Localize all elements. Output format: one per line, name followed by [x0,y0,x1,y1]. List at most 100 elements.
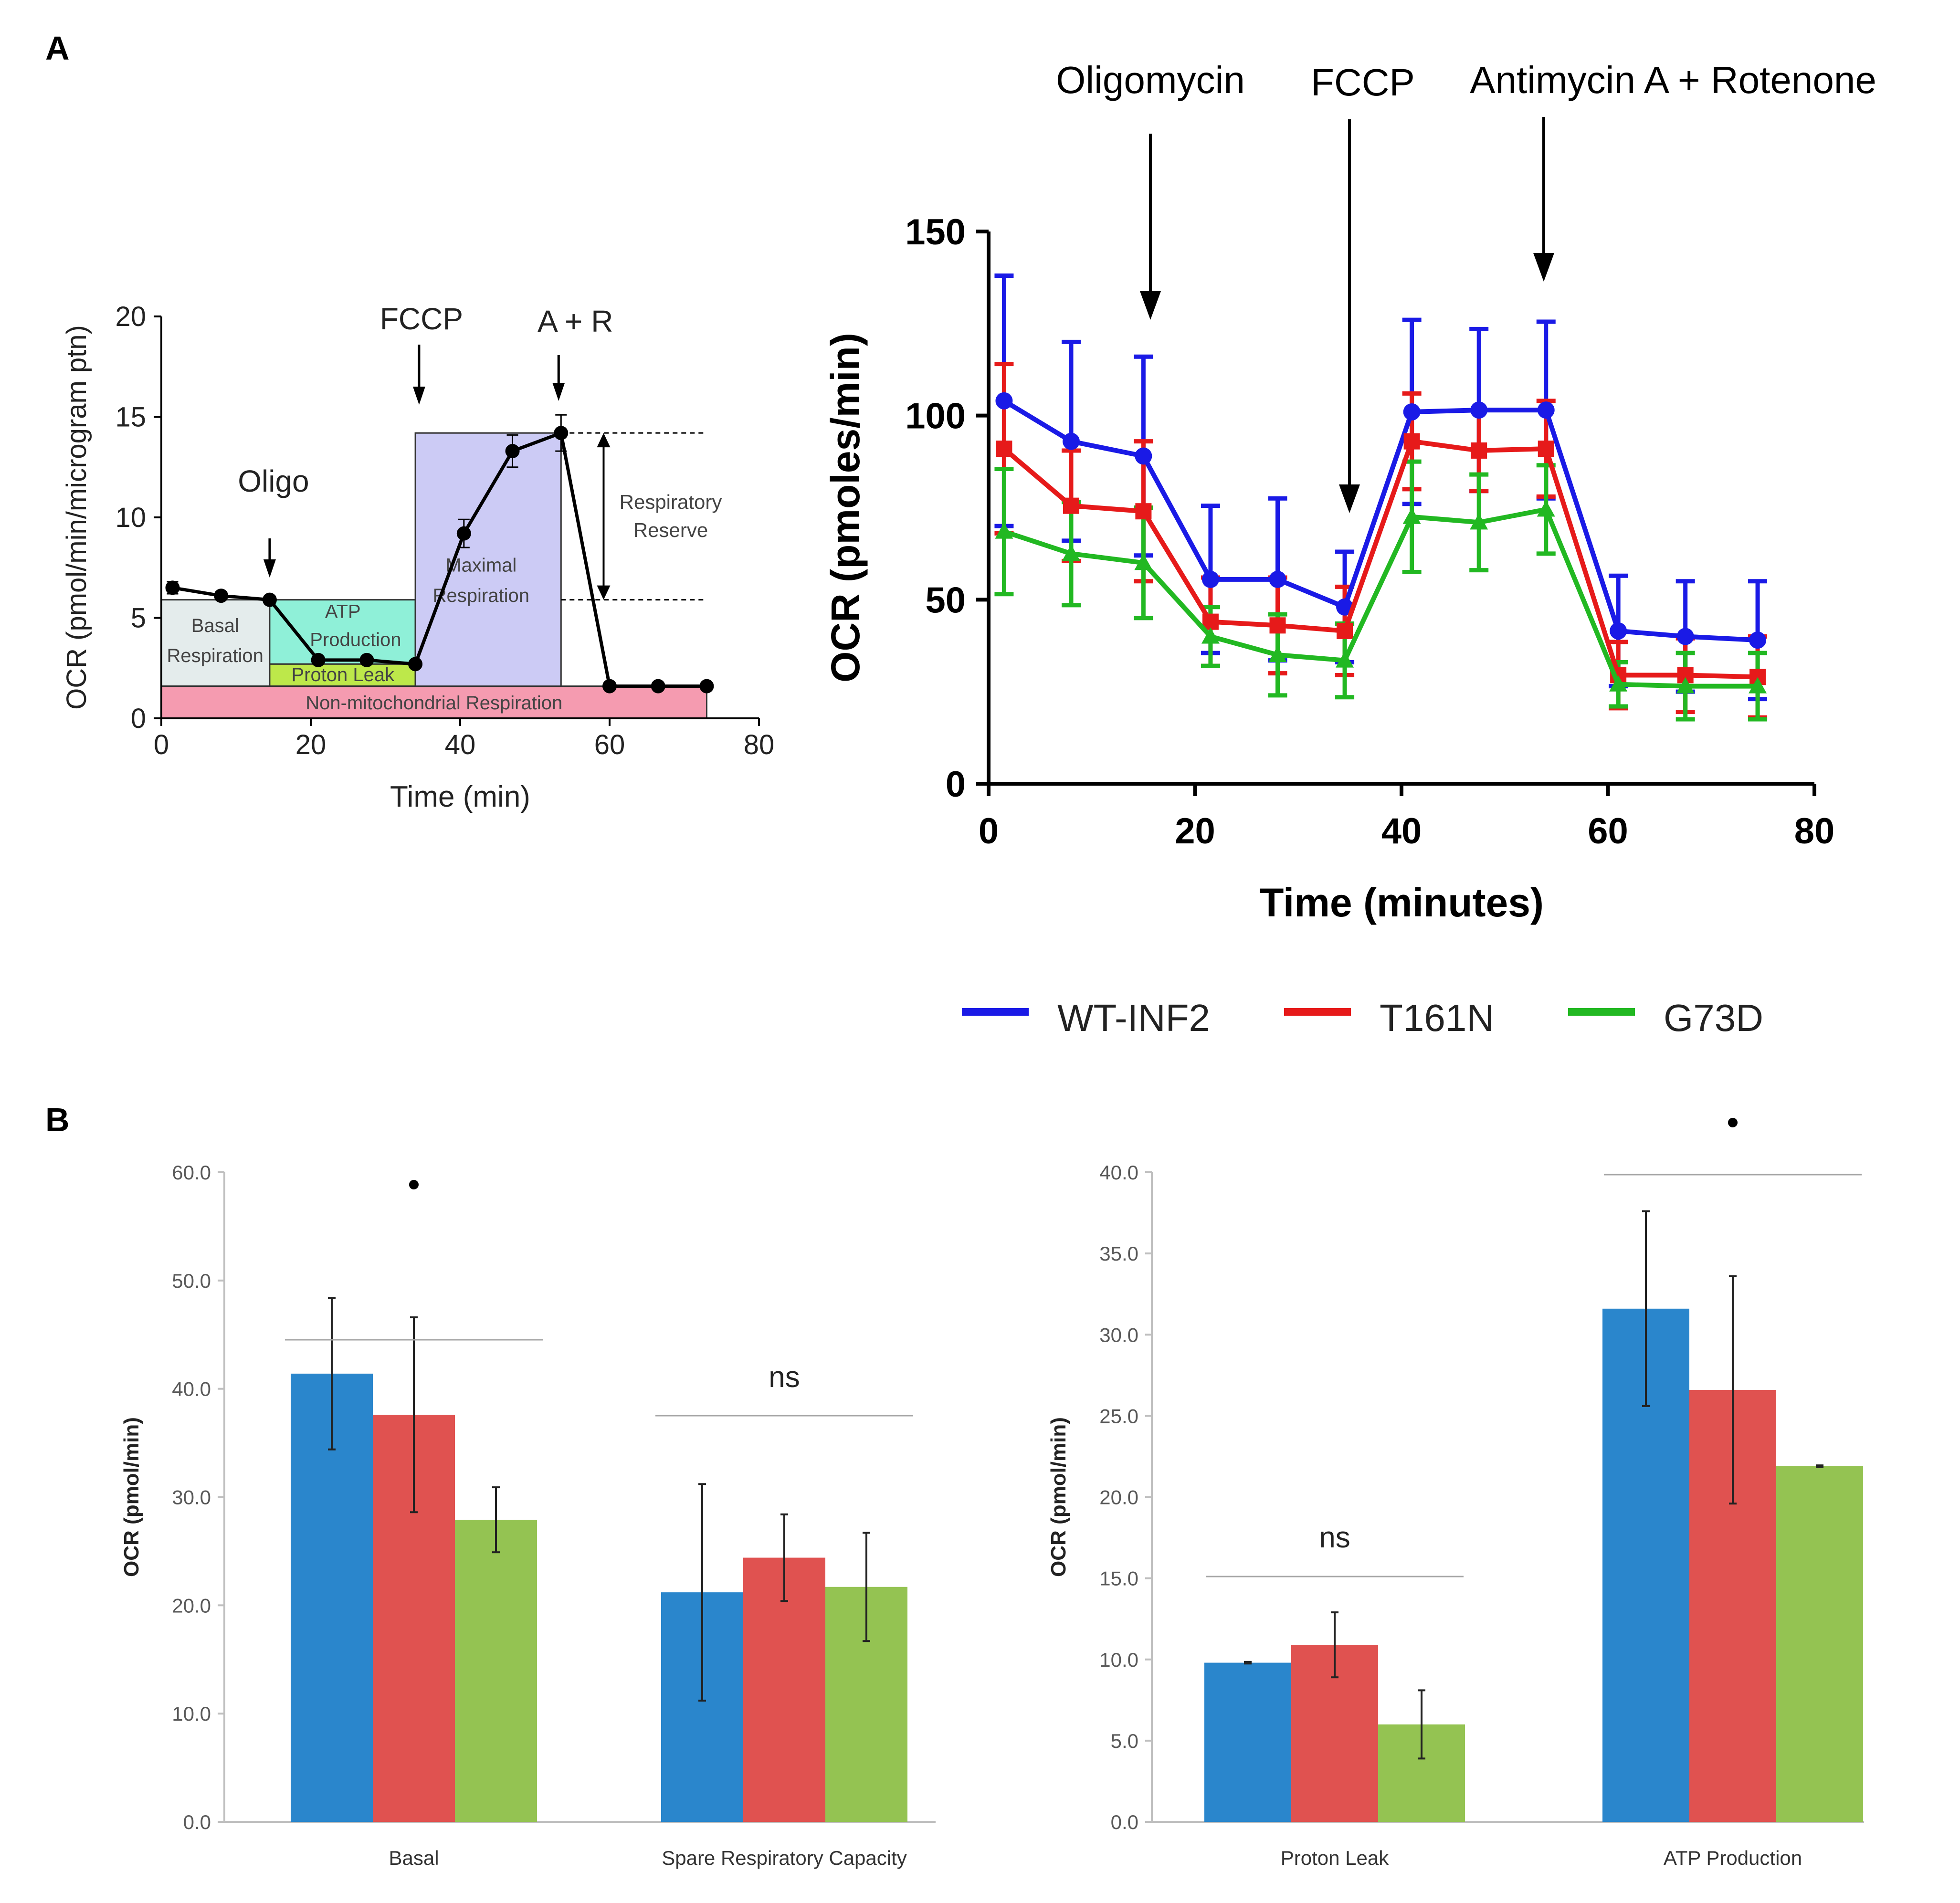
series-line-t161n [1002,439,1758,680]
schematic-chart: BasalRespirationBasal RespirationATPProd… [61,301,774,813]
schematic-point-6 [456,526,471,541]
series-line-g73d [1003,506,1758,689]
region-0 [160,599,271,687]
point-t161n-8 [1538,441,1554,457]
point-wt-inf2-1 [1063,432,1080,450]
point-wt-inf2-9 [1610,622,1627,640]
y-tick-label: 0 [131,703,146,734]
antimycin-rotenone-arrow-icon [1533,117,1554,282]
y-tick-label: 50.0 [172,1270,211,1292]
a-r-injection-label: A + R [537,304,613,338]
basal-respiration-label: Basal [191,615,239,636]
bar-error-t161n-1 [1729,1275,1737,1505]
point-g73d-6 [1402,507,1421,524]
y-tick-label: 0.0 [183,1811,211,1833]
respiratory-reserve-label-line1: Respiratory [620,491,722,513]
bar-error-g73d-1 [863,1532,870,1642]
x-tick-label: 20 [295,729,327,760]
y-tick-label: 25.0 [1099,1405,1138,1427]
y-tick-label: 100 [905,396,966,437]
point-t161n-4 [1269,617,1286,634]
point-t161n-5 [1337,622,1353,639]
x-tick-label: 80 [744,729,775,760]
point-t161n-2 [1135,503,1152,520]
significance-marker: • [408,1166,420,1203]
bar-error-t161n-0 [410,1316,418,1514]
x-tick-label: 40 [1381,811,1422,852]
y-tick-label: 30.0 [172,1486,211,1509]
significance-marker: ns [769,1361,800,1394]
y-tick-label: 10 [115,502,146,533]
region-4 [414,432,562,687]
x-tick-label: 40 [445,729,476,760]
point-g73d-0 [995,522,1013,539]
y-tick-label: 35.0 [1099,1242,1138,1265]
point-wt-inf2-8 [1537,401,1555,419]
maximal-respiration-label-line1: Maximal [445,555,516,576]
point-g73d-4 [1268,646,1287,662]
reserve-arrow-down-icon [597,585,611,600]
point-g73d-8 [1537,500,1555,517]
antimycin-rotenone-injection-label: Antimycin A + Rotenone [1470,59,1876,101]
point-wt-inf2-5 [1336,598,1354,616]
y-tick-label: 60.0 [172,1161,211,1184]
bar-error-wt-inf2-1 [1642,1210,1650,1407]
bar-g73d-0 [455,1520,537,1822]
respiratory-reserve-label-line2: Reserve [633,519,708,541]
schematic-point-1 [214,589,229,603]
point-wt-inf2-10 [1676,628,1694,645]
bar-error-wt-inf2-0 [328,1297,336,1451]
significance-marker: • [1727,1104,1739,1141]
y-tick-label: 15 [115,402,146,433]
oligo-arrow-icon-head [263,559,276,578]
fccp-arrow-icon [412,345,425,405]
significance-marker: ns [1319,1521,1350,1554]
point-g73d-9 [1609,675,1628,692]
reserve-arrow-up-icon [597,433,611,448]
atp-production-label-line2: Production [310,629,401,650]
point-g73d-3 [1201,627,1220,644]
legend-label: G73D [1664,997,1763,1039]
bar-error-g73d-0 [492,1486,500,1554]
non-mitochondrial-label: Non-mitochondrial Respiration [306,693,562,714]
y-axis-label: OCR (pmol/min) [120,1417,143,1577]
y-tick-label: 10.0 [1099,1649,1138,1671]
point-g73d-5 [1336,651,1354,668]
fccp-arrow-icon [1339,119,1360,513]
bar-chart-leak-atp: 0.0 5.0 10.0 15.0 20.0 25.0 30.0 35.0 40.0 OCR (p… [1047,1104,1864,1869]
bar-error-g73d-1 [1816,1464,1823,1468]
point-wt-inf2-11 [1749,631,1767,649]
oligo-injection-label: Oligo [238,464,309,498]
fccp-injection-label: FCCP [1311,61,1415,104]
oligomycin-arrow-icon [1140,134,1161,320]
y-tick-label: 15.0 [1099,1567,1138,1590]
bar-error-wt-inf2-0 [1244,1661,1252,1665]
panel-a-label: A [45,30,70,67]
y-tick-label: 5.0 [1111,1730,1138,1752]
point-g73d-10 [1676,677,1695,694]
point-t161n-7 [1471,442,1487,459]
bar-wt-inf2-0 [1204,1662,1291,1822]
timecourse-chart: 0 20 40 60 80 0 50 100 150 Time (minutes) OCR (pmo… [823,59,1876,925]
y-tick-label: 10.0 [172,1703,211,1725]
point-wt-inf2-3 [1201,570,1219,588]
series-line-wt-inf2 [1002,399,1758,643]
legend-label: T161N [1380,997,1494,1039]
bar-error-wt-inf2-1 [698,1483,706,1702]
atp-production-label-line1: ATP [325,601,361,622]
x-tick-label: 20 [1175,811,1215,852]
x-tick-label: 60 [594,729,625,760]
schematic-point-5 [408,657,423,672]
fccp-arrow-icon-head [412,387,425,405]
proton-leak-label: Proton Leak [291,664,395,685]
schematic-point-11 [699,679,714,694]
point-t161n-1 [1063,497,1079,514]
y-tick-label: 20.0 [172,1594,211,1617]
x-tick-label: 80 [1794,811,1835,852]
point-wt-inf2-0 [995,392,1013,410]
point-g73d-2 [1134,554,1153,570]
schematic-point-7 [505,444,520,459]
legend: WT-INF2 T161N G73D [962,997,1763,1039]
y-tick-label: 50 [925,580,966,620]
panel-b-label: B [45,1101,70,1138]
